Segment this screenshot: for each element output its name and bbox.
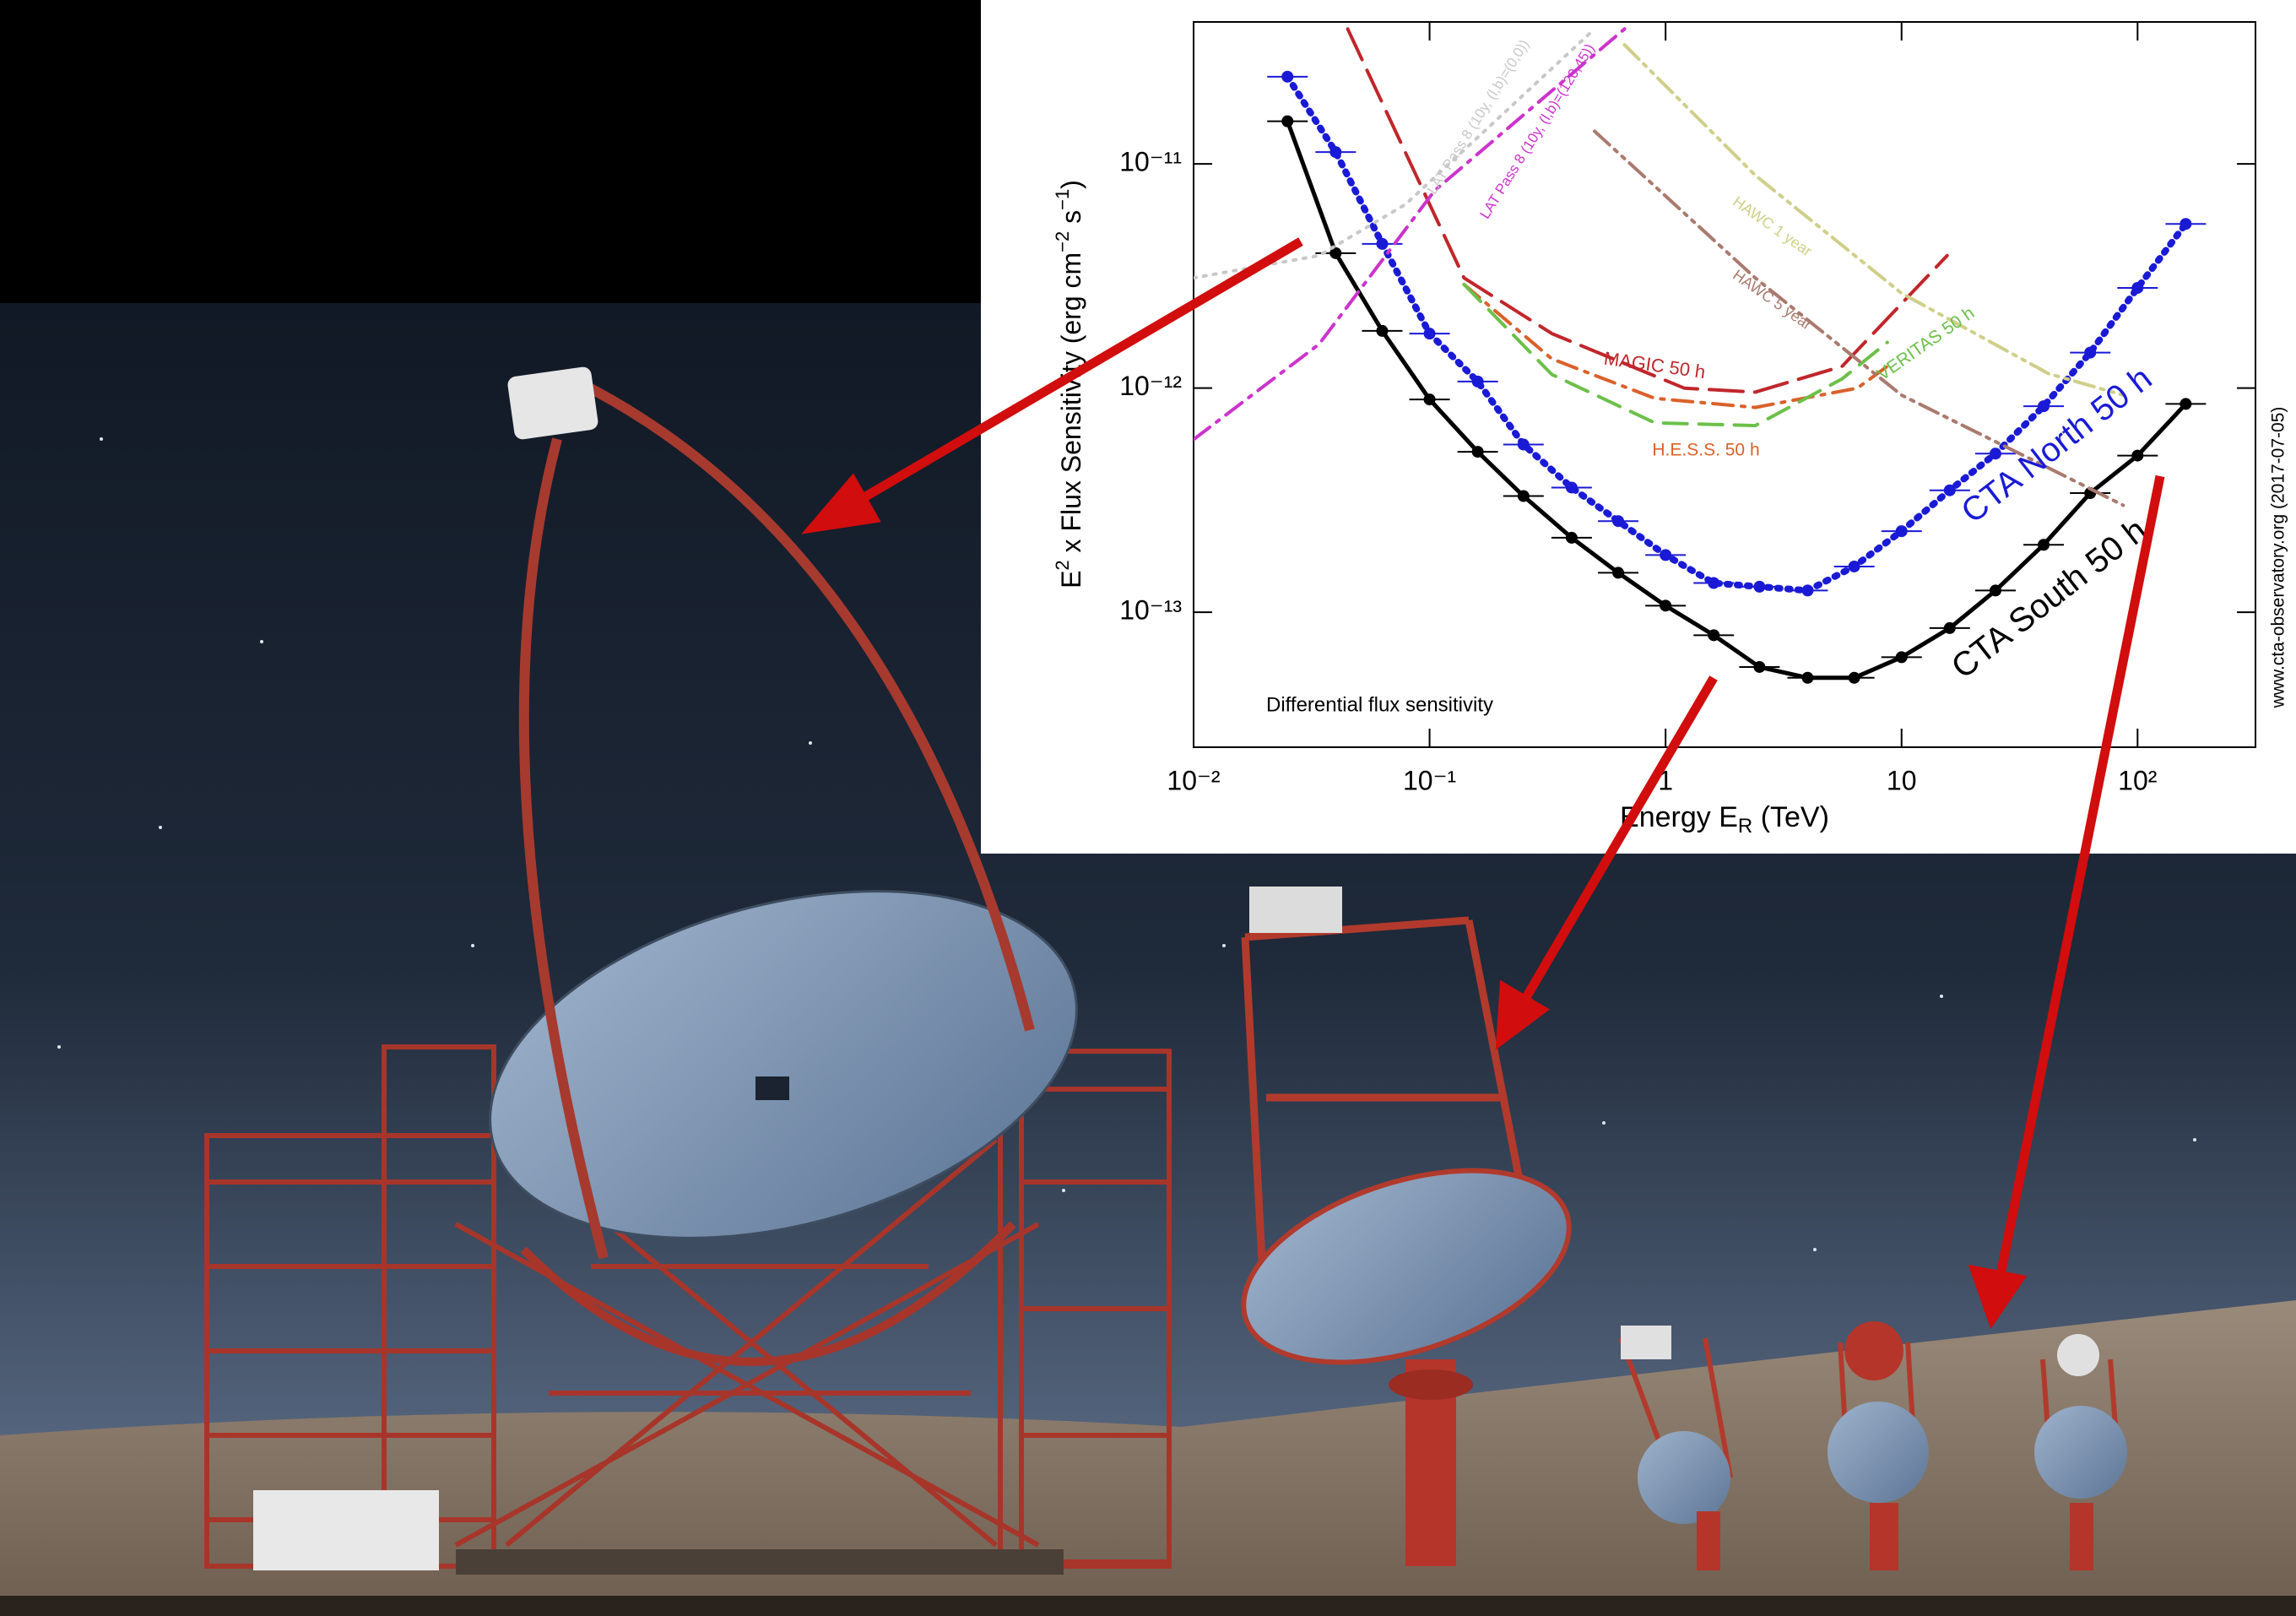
data-point <box>2180 398 2191 409</box>
x-label-part: (TeV) <box>1752 801 1829 833</box>
data-point <box>2180 218 2191 230</box>
y-label-superscript: −1 <box>1052 189 1073 210</box>
data-point <box>2131 282 2143 294</box>
data-point <box>1708 629 1719 641</box>
data-point <box>1329 146 1341 158</box>
data-point <box>1424 328 1436 339</box>
data-point <box>1896 651 1908 663</box>
y-label-part: s <box>1056 210 1086 231</box>
data-point <box>1566 481 1578 493</box>
y-label-part: ) <box>1056 180 1086 189</box>
data-point <box>1424 393 1436 405</box>
data-point <box>1518 439 1530 451</box>
black-panel <box>0 0 981 303</box>
data-point <box>1660 599 1671 611</box>
data-point <box>1612 567 1624 578</box>
data-point <box>1990 584 2001 596</box>
data-point <box>1566 532 1578 544</box>
y-tick-label: 10⁻¹² <box>1119 371 1182 401</box>
data-point <box>2038 539 2050 550</box>
data-point <box>1753 581 1765 593</box>
data-point <box>2084 347 2096 359</box>
data-point <box>1612 515 1624 527</box>
scene: Energy ER (TeV) E2 x Flux Sensitivity (e… <box>0 0 2296 1616</box>
data-point <box>1849 561 1860 572</box>
x-tick-label: 10⁻¹ <box>1403 765 1456 795</box>
annotation: Differential flux sensitivity <box>1266 693 1493 716</box>
data-point <box>1376 325 1388 337</box>
data-point <box>1849 672 1860 684</box>
data-point <box>1801 672 1813 684</box>
data-point <box>1518 490 1530 502</box>
x-label-subscript: R <box>1738 815 1752 838</box>
data-point <box>1944 485 1956 496</box>
data-point <box>1472 446 1484 458</box>
y-tick-label: 10⁻¹³ <box>1119 595 1182 626</box>
x-tick-label: 10 <box>1887 765 1917 795</box>
y-label-part: E <box>1056 571 1086 588</box>
y-label-superscript: −2 <box>1052 231 1073 252</box>
data-point <box>1281 116 1293 127</box>
data-point <box>1753 661 1765 673</box>
y-label-superscript: 2 <box>1052 560 1073 570</box>
x-tick-label: 10² <box>2118 765 2158 795</box>
data-point <box>1376 238 1388 250</box>
ground-edge <box>0 1596 2296 1616</box>
page: {"chart_data": { "type": "line", "xscale… <box>0 0 2296 1616</box>
data-point <box>1660 549 1671 561</box>
source-note: www.cta-observatory.org (2017-07-05) <box>2269 407 2288 709</box>
data-point <box>1896 525 1908 537</box>
x-axis-label: Energy ER (TeV) <box>1620 801 1829 838</box>
data-point <box>1990 447 2001 459</box>
chart: Energy ER (TeV) E2 x Flux Sensitivity (e… <box>981 0 2296 854</box>
data-point <box>1801 584 1813 596</box>
data-point <box>2131 450 2143 462</box>
x-tick-label: 10⁻² <box>1167 765 1220 795</box>
data-point <box>1708 578 1719 589</box>
series-label: H.E.S.S. 50 h <box>1652 441 1759 460</box>
data-point <box>1472 376 1484 388</box>
y-tick-label: 10⁻¹¹ <box>1119 147 1182 177</box>
data-point <box>1944 622 1956 634</box>
y-label-part: x Flux Sensitivity (erg cm <box>1056 252 1086 561</box>
data-point <box>2038 400 2050 412</box>
data-point <box>1281 71 1293 83</box>
